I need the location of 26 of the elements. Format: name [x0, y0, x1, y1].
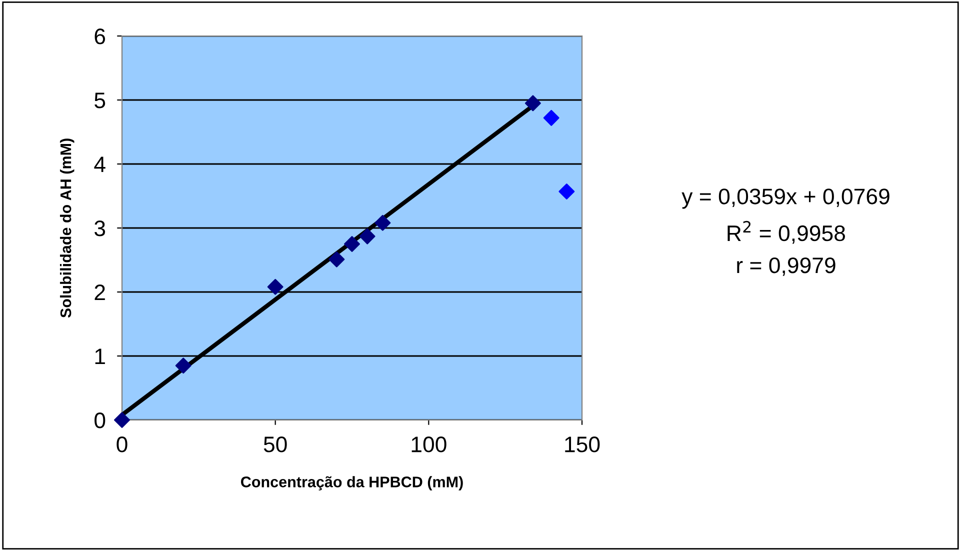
y-tick-label: 4 — [94, 156, 106, 172]
point — [344, 236, 360, 252]
point — [359, 228, 376, 244]
y-axis-title: Solubilidade do AH (mM) — [60, 138, 74, 318]
x-tick-label: 150 — [565, 436, 600, 452]
point — [524, 95, 541, 112]
x-tick-label: 0 — [116, 436, 128, 452]
point — [558, 184, 575, 200]
y-tick-label: 3 — [94, 220, 106, 236]
x-tick-label: 100 — [412, 436, 446, 452]
text: y = 0,0359x + 0,0769 — [682, 188, 890, 209]
point — [114, 412, 130, 428]
y-tick-label: 2 — [94, 284, 105, 300]
point — [543, 110, 560, 126]
text: R$^{2}$ = 0,9958 — [728, 220, 845, 244]
y-tick-label: 0 — [94, 412, 106, 428]
point — [328, 251, 345, 268]
x-tick-label: 50 — [264, 436, 287, 452]
x-axis-title: Concentração da HPBCD (mM) — [241, 476, 463, 490]
point — [267, 278, 284, 295]
y-tick-label: 1 — [95, 348, 105, 364]
point — [374, 214, 391, 231]
y-tick-label: 5 — [94, 92, 106, 108]
text: r = 0,9979 — [737, 257, 836, 276]
y-tick-label: 6 — [94, 28, 106, 44]
point — [175, 358, 192, 374]
